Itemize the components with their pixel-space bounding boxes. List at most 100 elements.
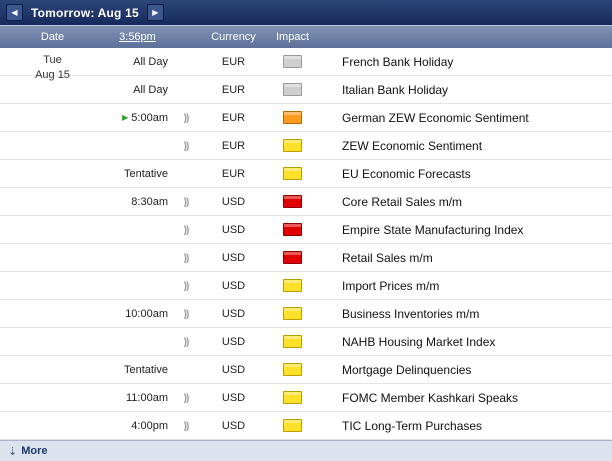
event-title[interactable]: Empire State Manufacturing Index: [342, 222, 524, 237]
speaker-icon: [184, 309, 189, 320]
time-label: All Day: [133, 83, 168, 96]
impact-icon: [283, 111, 302, 124]
currency-label: EUR: [221, 55, 246, 68]
time-label: 11:00am: [126, 391, 168, 404]
time-label: All Day: [133, 55, 168, 68]
time-cell: Tentative: [105, 168, 170, 180]
speaker-icon: [184, 197, 189, 208]
impact-icon: [283, 419, 302, 432]
column-header-row: Date 3:56pm Currency Impact: [0, 26, 612, 48]
event-title[interactable]: ZEW Economic Sentiment: [342, 138, 483, 153]
column-header-currency: Currency: [211, 31, 256, 43]
calendar-row: USD Retail Sales m/m: [0, 244, 612, 272]
event-title[interactable]: Retail Sales m/m: [342, 250, 433, 265]
speaker-icon: [184, 337, 189, 348]
impact-icon: [283, 251, 302, 264]
more-link[interactable]: ⇣ More: [8, 445, 48, 458]
column-header-date: Date: [40, 31, 65, 43]
calendar-row: All Day EUR French Bank Holiday: [0, 48, 612, 76]
weekday-label: Tue: [43, 54, 62, 66]
calendar-row: 4:00pm USD TIC Long-Term Purchases: [0, 412, 612, 440]
time-cell: All Day: [105, 84, 170, 96]
event-title[interactable]: NAHB Housing Market Index: [342, 334, 496, 349]
time-cell: 10:00am: [105, 308, 170, 320]
calendar-row: USD Import Prices m/m: [0, 272, 612, 300]
calendar-row: 5:00am EUR German ZEW Economic Sentiment: [0, 104, 612, 132]
speaker-icon: [184, 253, 189, 264]
time-cell: 4:00pm: [105, 420, 170, 432]
calendar-title: Tomorrow: Aug 15: [31, 5, 139, 20]
impact-icon: [283, 307, 302, 320]
speaker-icon: [184, 421, 189, 432]
calendar-row: USD NAHB Housing Market Index: [0, 328, 612, 356]
column-header-impact: Impact: [275, 31, 309, 43]
calendar-row: USD Empire State Manufacturing Index: [0, 216, 612, 244]
event-title[interactable]: TIC Long-Term Purchases: [342, 418, 483, 433]
more-label: More: [21, 445, 48, 457]
currency-label: USD: [221, 307, 246, 320]
calendar-row: Tentative EUR EU Economic Forecasts: [0, 160, 612, 188]
event-title[interactable]: French Bank Holiday: [342, 54, 454, 69]
event-title[interactable]: German ZEW Economic Sentiment: [342, 110, 529, 125]
event-title[interactable]: Import Prices m/m: [342, 278, 440, 293]
time-cell: 8:30am: [105, 196, 170, 208]
time-cell: All Day: [105, 56, 170, 68]
impact-icon: [283, 363, 302, 376]
event-title[interactable]: Business Inventories m/m: [342, 306, 480, 321]
impact-icon: [283, 223, 302, 236]
calendar-row: 8:30am USD Core Retail Sales m/m: [0, 188, 612, 216]
calendar-row: 10:00am USD Business Inventories m/m: [0, 300, 612, 328]
speaker-icon: [184, 113, 189, 124]
current-time-link[interactable]: 3:56pm: [119, 31, 156, 43]
impact-icon: [283, 335, 302, 348]
calendar-titlebar: ◀ Tomorrow: Aug 15 ▶: [0, 0, 612, 26]
date-label: Aug 15: [35, 69, 70, 81]
calendar-row: All Day EUR Italian Bank Holiday: [0, 76, 612, 104]
currency-label: USD: [221, 419, 246, 432]
event-title[interactable]: Core Retail Sales m/m: [342, 194, 463, 209]
time-label: Tentative: [123, 167, 168, 180]
currency-label: USD: [221, 391, 246, 404]
currency-label: EUR: [221, 167, 246, 180]
currency-label: EUR: [221, 111, 246, 124]
calendar-row: EUR ZEW Economic Sentiment: [0, 132, 612, 160]
impact-icon: [283, 279, 302, 292]
time-cell: Tentative: [105, 364, 170, 376]
event-title[interactable]: Italian Bank Holiday: [342, 82, 449, 97]
impact-icon: [283, 391, 302, 404]
time-label: Tentative: [123, 363, 168, 376]
currency-label: EUR: [221, 139, 246, 152]
event-title[interactable]: FOMC Member Kashkari Speaks: [342, 390, 519, 405]
time-label: 10:00am: [125, 307, 168, 320]
upnext-icon: [122, 114, 128, 122]
prev-day-button[interactable]: ◀: [6, 4, 23, 21]
time-label: 5:00am: [131, 111, 168, 124]
event-title[interactable]: EU Economic Forecasts: [342, 166, 471, 181]
time-cell: 5:00am: [105, 112, 170, 124]
impact-icon: [283, 167, 302, 180]
speaker-icon: [184, 225, 189, 236]
event-title[interactable]: Mortgage Delinquencies: [342, 362, 472, 377]
time-label: 4:00pm: [131, 419, 168, 432]
calendar-table: Tue Aug 15 All Day EUR French Bank Holid…: [0, 48, 612, 440]
impact-icon: [283, 195, 302, 208]
calendar-footer: ⇣ More: [0, 440, 612, 461]
time-cell: 11:00am: [105, 392, 170, 404]
calendar-row: Tentative USD Mortgage Delinquencies: [0, 356, 612, 384]
currency-label: USD: [221, 335, 246, 348]
speaker-icon: [184, 393, 189, 404]
speaker-icon: [184, 141, 189, 152]
speaker-icon: [184, 281, 189, 292]
impact-icon: [283, 55, 302, 68]
currency-label: USD: [221, 251, 246, 264]
currency-label: EUR: [221, 83, 246, 96]
currency-label: USD: [221, 363, 246, 376]
currency-label: USD: [221, 279, 246, 292]
time-label: 8:30am: [131, 195, 168, 208]
calendar-row: 11:00am USD FOMC Member Kashkari Speaks: [0, 384, 612, 412]
currency-label: USD: [221, 223, 246, 236]
expand-down-icon: ⇣: [8, 445, 18, 458]
next-day-button[interactable]: ▶: [146, 4, 164, 21]
currency-label: USD: [221, 195, 246, 208]
